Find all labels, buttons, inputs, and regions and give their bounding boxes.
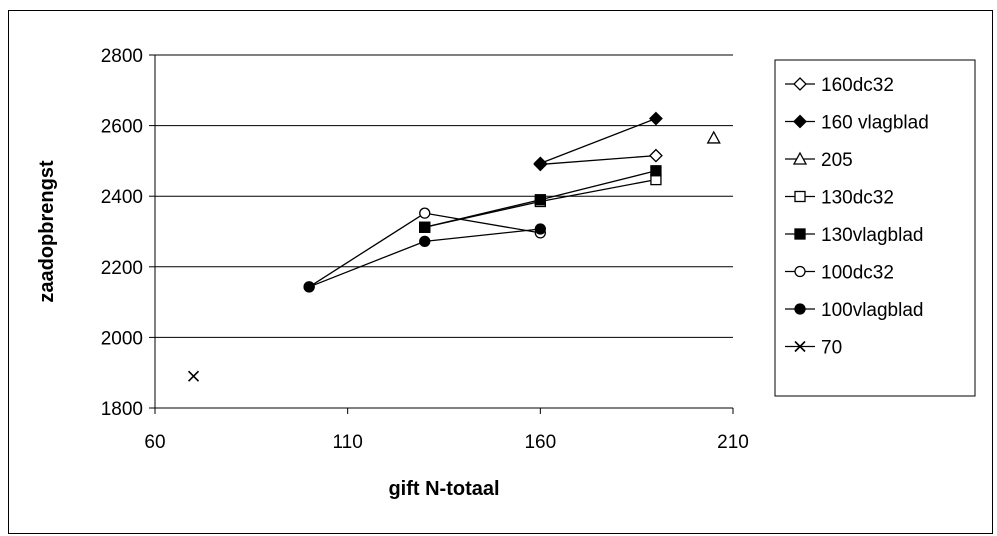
y-axis-title: zaadopbrengst <box>36 160 58 303</box>
legend-box <box>774 59 976 397</box>
series-160-vlagblad <box>533 111 663 171</box>
legend-label: 70 <box>821 338 842 359</box>
legend-entry: 100vlagblad <box>785 300 923 321</box>
x-tick-label: 60 <box>144 432 165 453</box>
series-205 <box>706 130 721 144</box>
data-point <box>534 223 546 235</box>
data-point <box>792 151 808 165</box>
legend-label: 130vlagblad <box>821 225 923 246</box>
legend-entry: 130vlagblad <box>785 225 923 246</box>
legend-label: 100vlagblad <box>821 300 923 321</box>
legend-label: 160 vlagblad <box>821 113 929 134</box>
legend-entry: 160dc32 <box>785 75 894 96</box>
data-point <box>187 370 200 382</box>
data-point <box>419 235 431 248</box>
data-point <box>650 165 662 177</box>
x-tick-label: 210 <box>717 432 749 453</box>
data-point <box>793 114 807 129</box>
tick-labels: 1800 2000 2200 2400 2600 2800 60 110 160 210 <box>101 46 749 453</box>
data-point <box>793 77 807 91</box>
data-point <box>534 194 546 206</box>
data-point <box>706 130 721 144</box>
legend-label: 205 <box>821 150 853 171</box>
data-point <box>303 281 315 293</box>
series-100dc32 <box>303 207 546 293</box>
data-point <box>649 148 663 163</box>
x-tick-label: 110 <box>333 432 363 453</box>
data-point <box>794 190 806 203</box>
plot-area <box>155 55 733 408</box>
legend-entry: 205 <box>785 150 853 171</box>
legend-label: 130dc32 <box>821 188 894 209</box>
y-tick-label: 2800 <box>101 46 143 67</box>
y-tick-label: 2200 <box>101 258 143 279</box>
legend: 160dc32 160 vlagblad 205 130dc32 130vlagblad… <box>774 59 976 397</box>
data-point <box>533 156 548 171</box>
series-70 <box>187 370 200 382</box>
x-axis-title: gift N-totaal <box>388 478 499 500</box>
data-point <box>794 265 806 278</box>
y-tick-label: 2400 <box>101 187 143 208</box>
series-line <box>540 117 657 164</box>
series-160dc32 <box>533 148 663 172</box>
y-tick-label: 2600 <box>101 117 143 138</box>
gridlines <box>155 54 733 338</box>
data-point <box>419 221 431 233</box>
legend-entry: 130dc32 <box>785 188 894 209</box>
data-point <box>794 340 806 353</box>
series-layer <box>187 111 721 382</box>
legend-entry: 70 <box>785 338 842 359</box>
series-130vlagblad <box>419 165 662 233</box>
y-tick-label: 2000 <box>101 328 143 349</box>
axes <box>149 54 734 414</box>
data-point <box>419 207 431 219</box>
legend-label: 100dc32 <box>821 263 894 284</box>
y-tick-label: 1800 <box>101 399 143 420</box>
legend-entry: 160 vlagblad <box>785 113 929 134</box>
series-100vlagblad <box>303 223 546 293</box>
series-line <box>540 154 656 166</box>
data-point <box>649 111 663 126</box>
x-tick-label: 160 <box>524 432 556 453</box>
legend-entry: 100dc32 <box>785 263 894 284</box>
data-point <box>794 228 806 240</box>
legend-label: 160dc32 <box>821 75 894 96</box>
data-point <box>794 303 806 315</box>
